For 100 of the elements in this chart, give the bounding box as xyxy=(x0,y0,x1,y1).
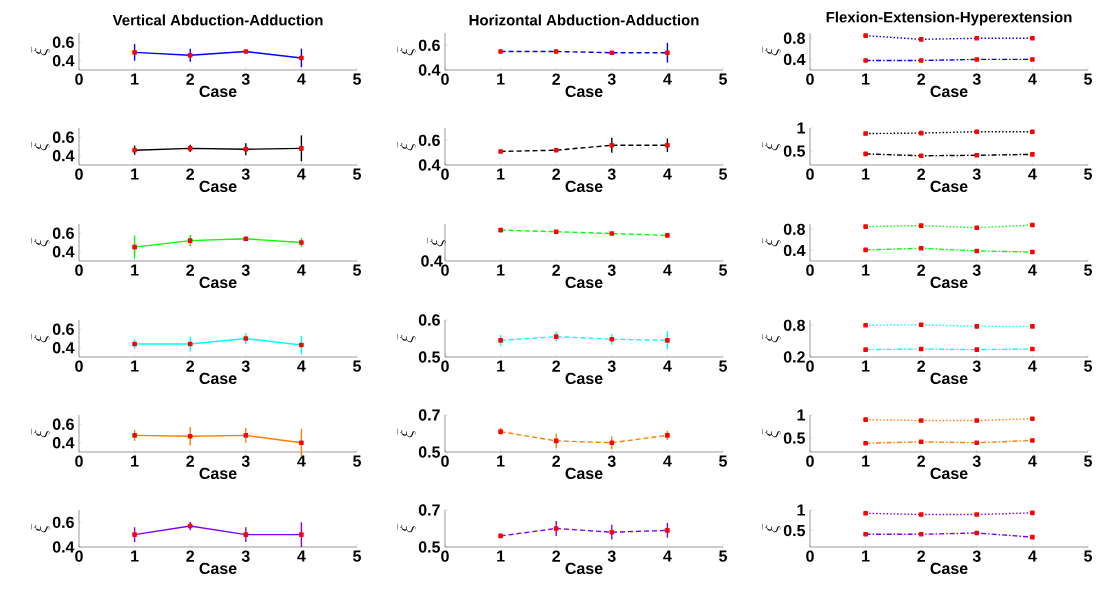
y-axis-title: $\bar{\xi}$ xyxy=(397,523,416,533)
x-tick-label: 3 xyxy=(972,168,981,180)
x-tick-label: 3 xyxy=(241,264,250,276)
x-tick-label: 3 xyxy=(241,550,250,562)
y-axis-title: $\bar{\xi}$ xyxy=(762,523,781,533)
y-tick-label: 1 xyxy=(797,122,806,134)
x-tick-label: 4 xyxy=(297,264,306,276)
x-tick-label: 2 xyxy=(186,168,194,180)
x-tick-label: 1 xyxy=(497,360,505,372)
x-tick-label: 1 xyxy=(131,550,139,562)
y-axis-title: $\bar{\xi}$ xyxy=(762,46,781,56)
x-tick-label: 4 xyxy=(1028,73,1037,85)
y-axis-title: $\bar{\xi}$ xyxy=(762,333,781,343)
y-axis-title: $\bar{\xi}$ xyxy=(397,141,416,151)
x-tick-label: 2 xyxy=(552,550,560,562)
x-tick-label: 4 xyxy=(297,168,306,180)
y-tick-label: 0.7 xyxy=(418,409,440,421)
x-tick-label: 2 xyxy=(552,73,560,85)
x-tick-label: 0 xyxy=(441,455,449,467)
x-tick-label: 5 xyxy=(1084,168,1093,180)
y-axis-title: $\bar{\xi}$ xyxy=(762,141,781,151)
y-axis-title: $\bar{\xi}$ xyxy=(31,333,50,343)
x-tick-label: 0 xyxy=(75,264,83,276)
y-tick-label: 0.4 xyxy=(52,437,75,449)
y-tick-label: 0.6 xyxy=(52,36,74,48)
x-tick-label: 3 xyxy=(972,360,981,372)
x-tick-label: 2 xyxy=(552,168,560,180)
x-tick-label: 5 xyxy=(1084,73,1093,85)
x-tick-label: 5 xyxy=(353,73,362,85)
x-tick-label: 4 xyxy=(1028,550,1037,562)
x-axis-title: Case xyxy=(930,372,968,385)
y-tick-label: 0.4 xyxy=(418,159,441,171)
x-tick-label: 1 xyxy=(131,168,139,180)
x-axis-title: Case xyxy=(199,372,237,385)
x-tick-label: 1 xyxy=(862,550,870,562)
x-tick-label: 3 xyxy=(972,455,981,467)
y-tick-label: 0.8 xyxy=(783,319,805,331)
x-tick-label: 0 xyxy=(75,360,83,372)
x-tick-label: 4 xyxy=(1028,360,1037,372)
y-tick-label: 0.8 xyxy=(783,223,805,235)
x-tick-label: 2 xyxy=(186,264,194,276)
x-tick-label: 2 xyxy=(917,264,926,276)
x-tick-label: 3 xyxy=(607,550,616,562)
y-tick-label: 1 xyxy=(797,409,806,421)
y-tick-label: 0.5 xyxy=(418,541,441,553)
x-tick-label: 3 xyxy=(241,73,250,85)
y-tick-label: 0.6 xyxy=(418,134,440,146)
x-tick-label: 0 xyxy=(441,168,449,180)
y-tick-label: 0.5 xyxy=(418,446,441,458)
x-tick-label: 1 xyxy=(862,73,870,85)
y-tick-label: 0.4 xyxy=(52,246,75,258)
y-tick-label: 1 xyxy=(797,504,806,516)
x-tick-label: 1 xyxy=(131,360,139,372)
chart-title: Flexion-Extension-Hyperextension xyxy=(826,11,1072,26)
x-tick-label: 5 xyxy=(353,550,362,562)
x-tick-label: 3 xyxy=(607,264,616,276)
x-tick-label: 3 xyxy=(241,455,250,467)
y-tick-label: 0.5 xyxy=(783,432,806,444)
x-tick-label: 4 xyxy=(663,168,672,180)
x-tick-label: 3 xyxy=(972,73,981,85)
x-tick-label: 5 xyxy=(1084,455,1093,467)
y-tick-label: 0.5 xyxy=(783,524,806,537)
x-tick-label: 5 xyxy=(719,264,728,276)
x-tick-label: 2 xyxy=(917,168,926,180)
x-tick-label: 5 xyxy=(1084,264,1093,276)
x-axis-title: Case xyxy=(199,276,237,289)
x-tick-label: 3 xyxy=(607,360,616,372)
y-axis-title: $\bar{\xi}$ xyxy=(31,523,50,533)
x-axis-title: Case xyxy=(930,85,968,98)
y-axis-title: $\bar{\xi}$ xyxy=(762,237,781,247)
x-tick-label: 5 xyxy=(719,73,728,85)
x-tick-label: 0 xyxy=(441,550,449,562)
x-tick-label: 0 xyxy=(806,168,814,180)
x-tick-label: 5 xyxy=(353,264,362,276)
x-tick-label: 5 xyxy=(719,455,728,467)
x-tick-label: 0 xyxy=(441,73,449,85)
x-tick-label: 5 xyxy=(353,360,362,372)
x-axis-title: Case xyxy=(930,276,968,289)
y-tick-label: 0.6 xyxy=(52,418,74,430)
x-tick-label: 4 xyxy=(1028,264,1037,276)
x-tick-label: 1 xyxy=(131,455,139,467)
x-axis-title: Case xyxy=(565,467,603,480)
x-tick-label: 4 xyxy=(297,455,306,467)
x-axis-title: Case xyxy=(565,85,603,98)
x-tick-label: 4 xyxy=(1028,168,1037,180)
x-axis-title: Case xyxy=(930,467,968,480)
x-axis-title: Case xyxy=(930,180,968,193)
x-tick-label: 5 xyxy=(719,360,728,372)
x-axis-title: Case xyxy=(199,467,237,480)
x-tick-label: 0 xyxy=(806,73,814,85)
y-axis-title: $\bar{\xi}$ xyxy=(31,46,50,56)
y-tick-label: 0.4 xyxy=(418,64,441,76)
y-axis-title: $\bar{\xi}$ xyxy=(397,428,416,438)
x-tick-label: 4 xyxy=(297,73,306,85)
y-axis-title: $\bar{\xi}$ xyxy=(397,333,416,343)
x-axis-title: Case xyxy=(199,180,237,193)
y-axis-title: $\bar{\xi}$ xyxy=(31,141,50,151)
x-tick-label: 3 xyxy=(607,73,616,85)
chart-title: Horizontal Abduction-Adduction xyxy=(469,14,699,26)
x-tick-label: 1 xyxy=(862,168,870,180)
